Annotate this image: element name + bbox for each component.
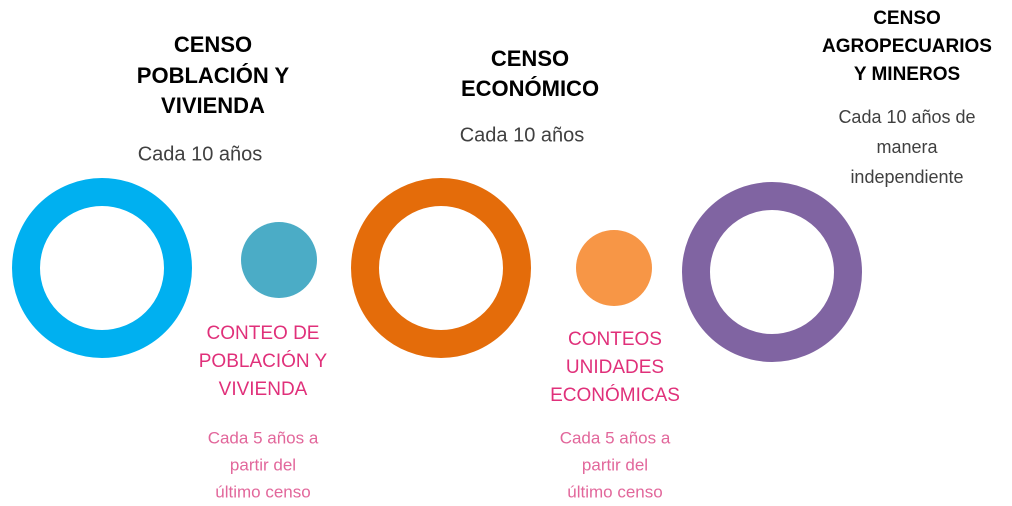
subtitle: Cada 5 años a	[208, 428, 319, 447]
title: POBLACIÓN Y	[199, 350, 328, 372]
ring	[682, 182, 862, 362]
title: ECONÓMICAS	[550, 384, 680, 406]
title: CONTEOS	[568, 329, 662, 350]
title: POBLACIÓN Y	[137, 63, 290, 88]
title: VIVIENDA	[161, 93, 265, 118]
dot	[241, 222, 317, 298]
ring	[12, 178, 192, 358]
title: VIVIENDA	[219, 379, 308, 400]
title: AGROPECUARIOS	[822, 36, 992, 57]
title: CENSO	[491, 46, 569, 71]
title: Y MINEROS	[854, 64, 960, 85]
subtitle: partir del	[230, 455, 296, 474]
subtitle: manera	[876, 137, 938, 157]
subtitle: Cada 10 años	[460, 124, 585, 146]
subtitle: Cada 5 años a	[560, 428, 671, 447]
subtitle: Cada 10 años de	[838, 107, 975, 127]
title: CENSO	[873, 8, 941, 29]
title: CENSO	[174, 32, 252, 57]
title: UNIDADES	[566, 357, 664, 378]
title: ECONÓMICO	[461, 76, 599, 101]
title: CONTEO DE	[207, 323, 320, 344]
subtitle: Cada 10 años	[138, 143, 263, 165]
subtitle: partir del	[582, 455, 648, 474]
ring	[351, 178, 531, 358]
subtitle: último censo	[567, 482, 662, 501]
subtitle: último censo	[215, 482, 310, 501]
dot	[576, 230, 652, 306]
subtitle: independiente	[850, 167, 963, 187]
